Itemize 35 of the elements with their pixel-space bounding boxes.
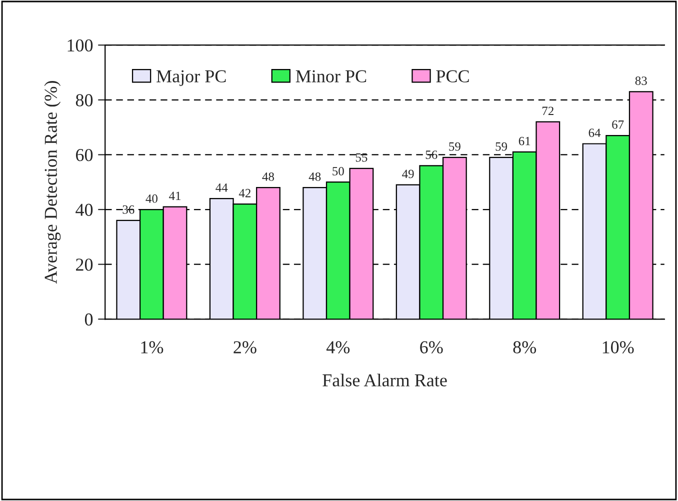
y-tick-label: 0 <box>84 313 93 326</box>
y-tick-label: 80 <box>76 94 93 106</box>
x-tick-label: 1% <box>141 341 164 354</box>
x-tick-label: 8% <box>513 341 536 354</box>
x-axis-title: False Alarm Rate <box>322 374 447 386</box>
data-label: 50 <box>332 166 344 176</box>
x-tick-label: 4% <box>326 341 350 354</box>
data-label: 55 <box>356 153 368 162</box>
y-axis-title: Average Detection Rate (%) <box>44 81 61 284</box>
y-tick-label: 40 <box>76 204 93 216</box>
data-label: 56 <box>426 150 438 159</box>
y-tick-label: 100 <box>68 39 93 52</box>
data-label: 59 <box>496 142 508 151</box>
x-tick-label: 2% <box>234 341 256 354</box>
data-label: 48 <box>308 172 321 181</box>
data-label: 61 <box>518 136 530 146</box>
legend-label: PCC <box>436 70 469 82</box>
data-label: 64 <box>588 128 601 138</box>
data-label: 59 <box>449 142 460 151</box>
data-label: 67 <box>612 120 624 129</box>
data-label: 44 <box>216 184 228 192</box>
data-label: 83 <box>635 76 647 85</box>
legend-label: Minor PC <box>296 70 366 82</box>
data-label: 48 <box>262 172 274 181</box>
data-label: 42 <box>238 188 250 198</box>
x-tick-label: 10% <box>602 341 634 354</box>
data-label: 49 <box>402 170 414 178</box>
data-label: 41 <box>169 192 181 200</box>
data-label: 72 <box>542 106 554 115</box>
data-label: 40 <box>146 194 158 203</box>
data-label: 36 <box>122 205 134 214</box>
y-tick-label: 20 <box>76 258 93 271</box>
y-tick-label: 60 <box>76 148 93 162</box>
x-tick-label: 6% <box>420 341 443 354</box>
legend-label: Major PC <box>156 70 226 86</box>
